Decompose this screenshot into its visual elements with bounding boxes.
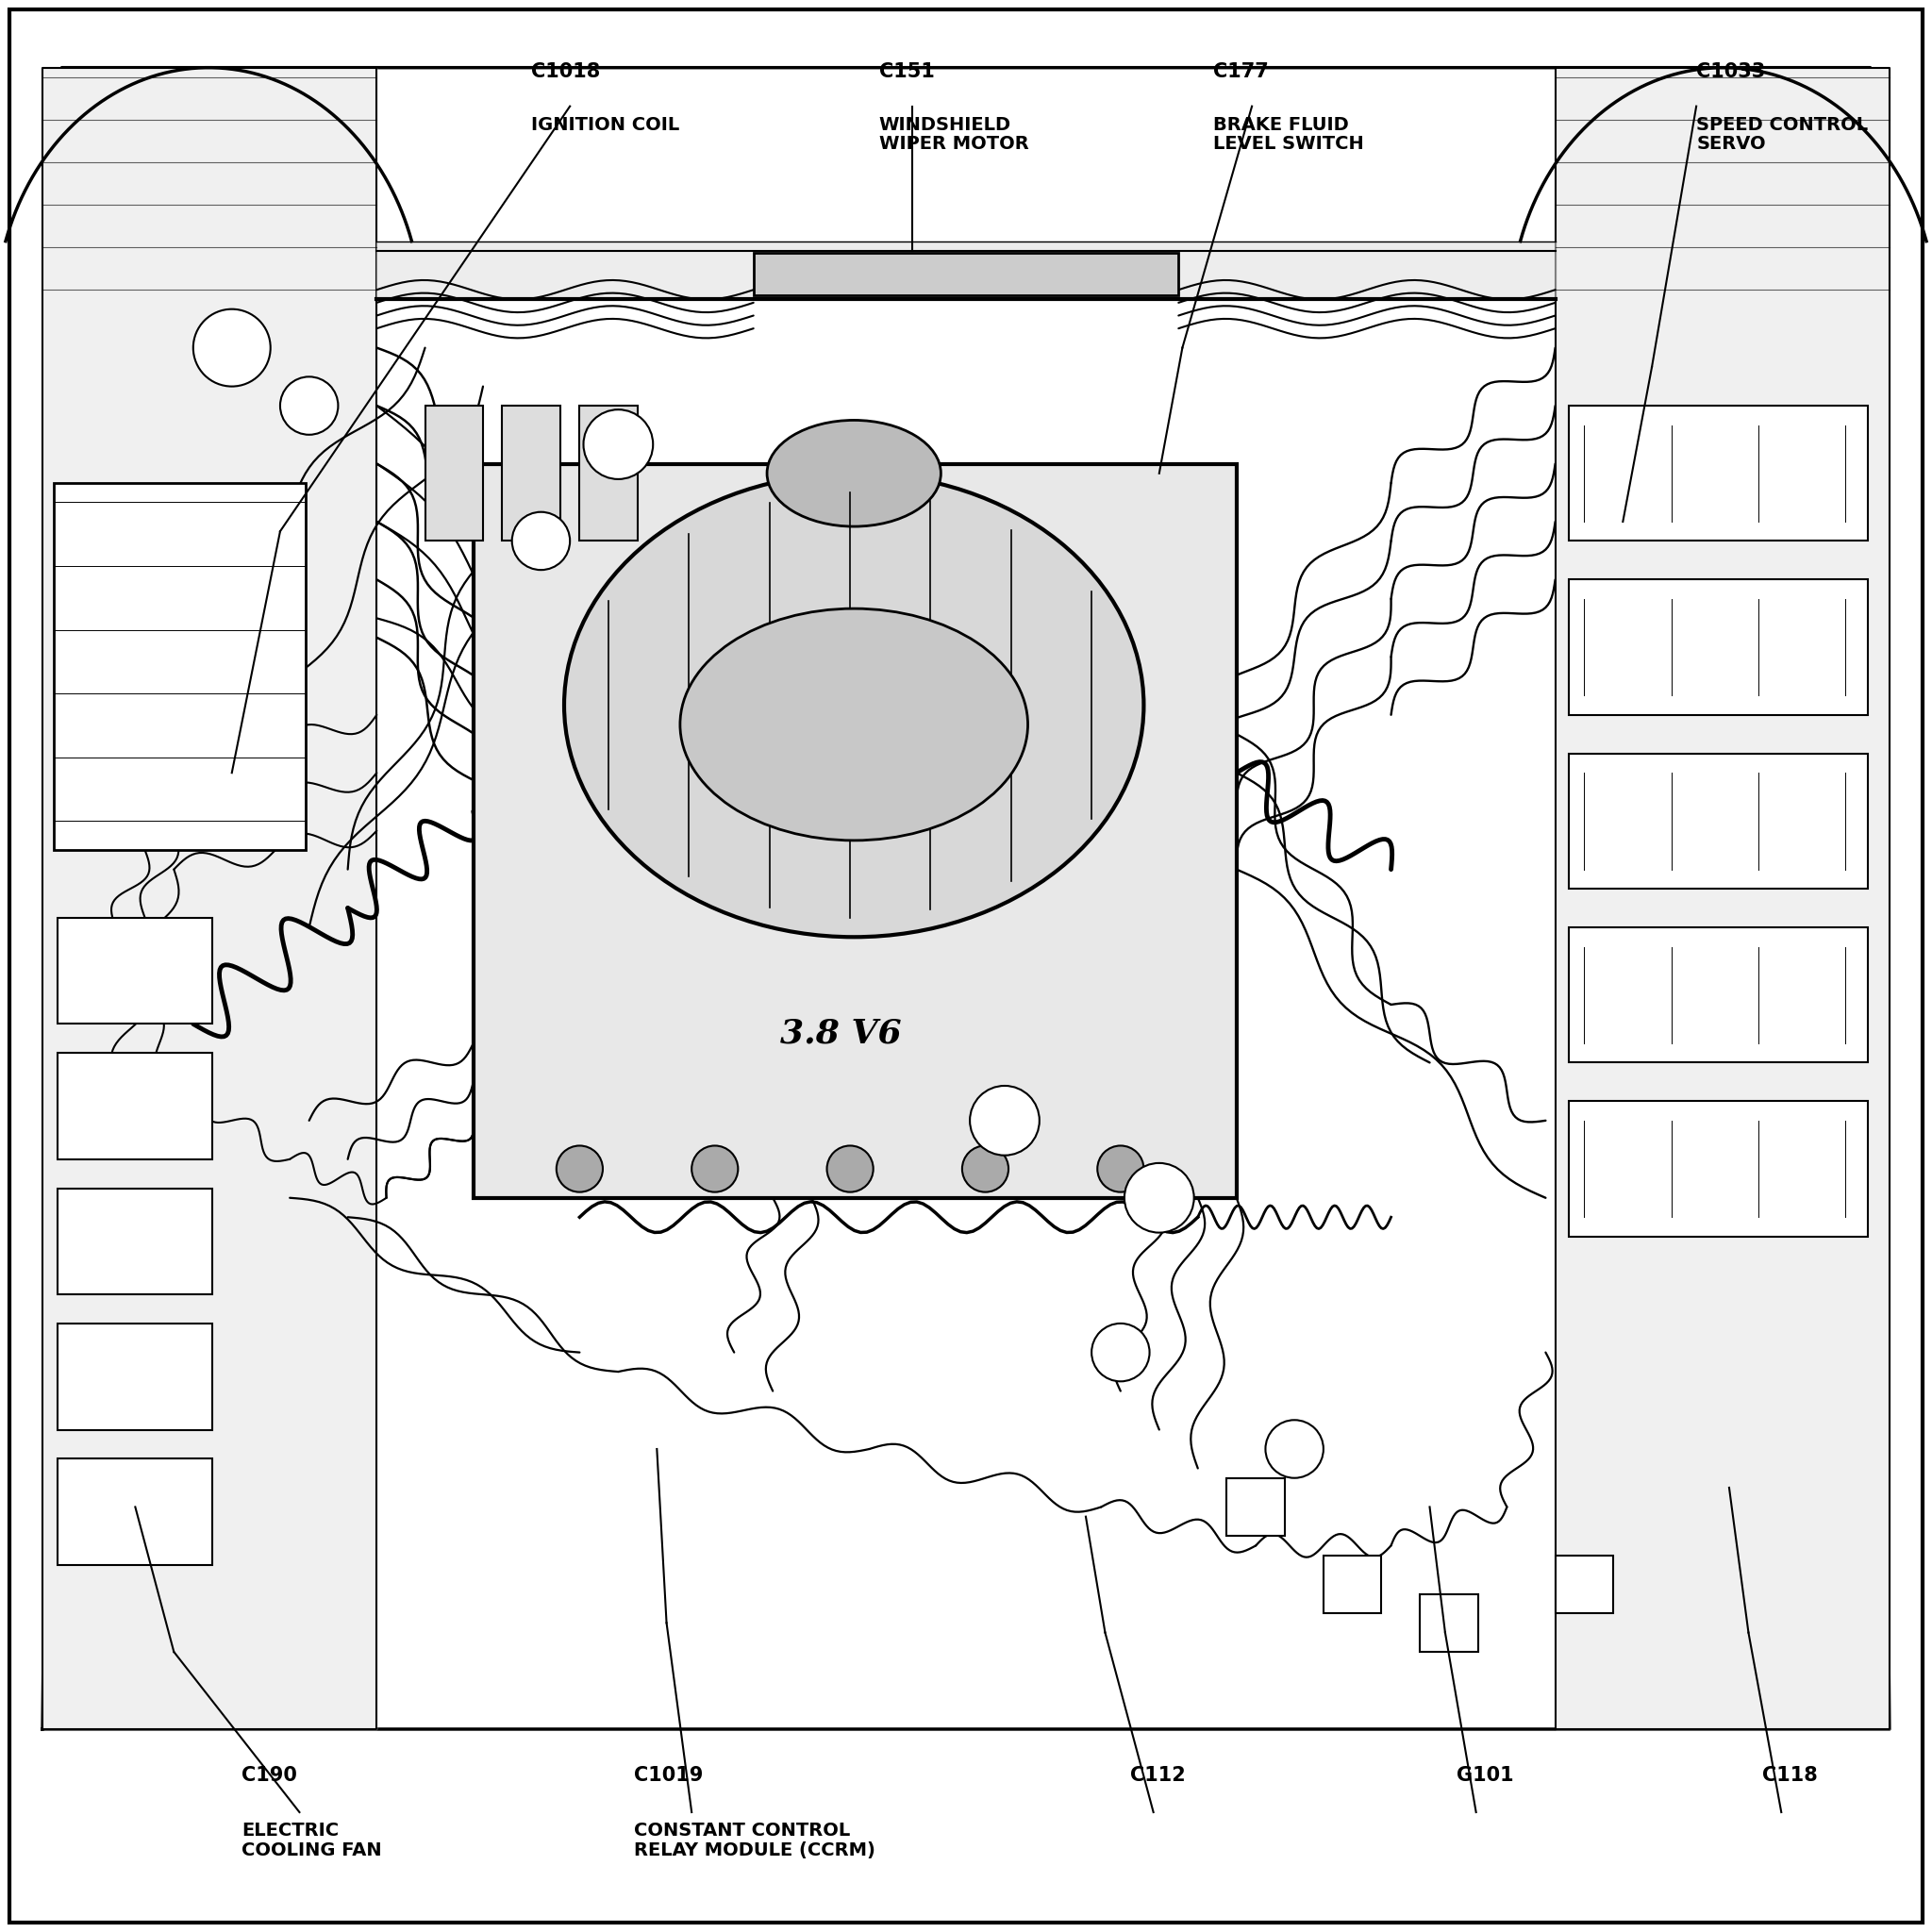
Text: IGNITION COIL: IGNITION COIL — [531, 116, 680, 133]
Bar — [1227, 1478, 1285, 1536]
Text: G101: G101 — [1457, 1766, 1515, 1785]
Bar — [58, 1188, 213, 1294]
Circle shape — [692, 1146, 738, 1192]
Ellipse shape — [564, 473, 1144, 937]
Circle shape — [827, 1146, 873, 1192]
Circle shape — [970, 1086, 1039, 1155]
Circle shape — [962, 1146, 1009, 1192]
Circle shape — [193, 309, 270, 386]
Text: C151: C151 — [879, 62, 935, 81]
Circle shape — [280, 377, 338, 435]
Circle shape — [1265, 1420, 1323, 1478]
Text: C1018: C1018 — [531, 62, 601, 81]
Text: C1033: C1033 — [1696, 62, 1766, 81]
Bar — [58, 918, 213, 1024]
Bar — [473, 464, 1236, 1198]
Bar — [753, 253, 1179, 296]
Circle shape — [583, 410, 653, 479]
Bar — [58, 1459, 213, 1565]
Circle shape — [1092, 1323, 1150, 1381]
Text: BRAKE FLUID
LEVEL SWITCH: BRAKE FLUID LEVEL SWITCH — [1213, 116, 1364, 153]
Bar — [425, 406, 483, 541]
Circle shape — [512, 512, 570, 570]
Bar — [58, 1323, 213, 1430]
Bar — [54, 483, 305, 850]
Bar — [1555, 1555, 1613, 1613]
Text: SPEED CONTROL
SERVO: SPEED CONTROL SERVO — [1696, 116, 1868, 153]
Text: C177: C177 — [1213, 62, 1269, 81]
Bar — [1569, 927, 1868, 1063]
Bar — [1323, 1555, 1381, 1613]
Text: 3.8 V6: 3.8 V6 — [781, 1018, 900, 1049]
Text: ELECTRIC
COOLING FAN: ELECTRIC COOLING FAN — [242, 1822, 383, 1859]
Text: C1019: C1019 — [634, 1766, 703, 1785]
Bar — [1420, 1594, 1478, 1652]
Bar — [502, 406, 560, 541]
Circle shape — [556, 1146, 603, 1192]
Text: C118: C118 — [1762, 1766, 1818, 1785]
Bar — [1569, 1101, 1868, 1236]
Circle shape — [1097, 1146, 1144, 1192]
Text: C112: C112 — [1130, 1766, 1186, 1785]
Polygon shape — [43, 68, 377, 1729]
Text: CONSTANT CONTROL
RELAY MODULE (CCRM): CONSTANT CONTROL RELAY MODULE (CCRM) — [634, 1822, 875, 1859]
Circle shape — [1124, 1163, 1194, 1233]
Bar — [1569, 580, 1868, 715]
Text: WINDSHIELD
WIPER MOTOR: WINDSHIELD WIPER MOTOR — [879, 116, 1030, 153]
Polygon shape — [1555, 68, 1889, 1729]
Bar — [1569, 406, 1868, 541]
Bar — [580, 406, 638, 541]
Ellipse shape — [680, 609, 1028, 840]
Text: C190: C190 — [242, 1766, 298, 1785]
Ellipse shape — [767, 421, 941, 526]
Bar — [58, 1053, 213, 1159]
Bar — [1569, 753, 1868, 889]
